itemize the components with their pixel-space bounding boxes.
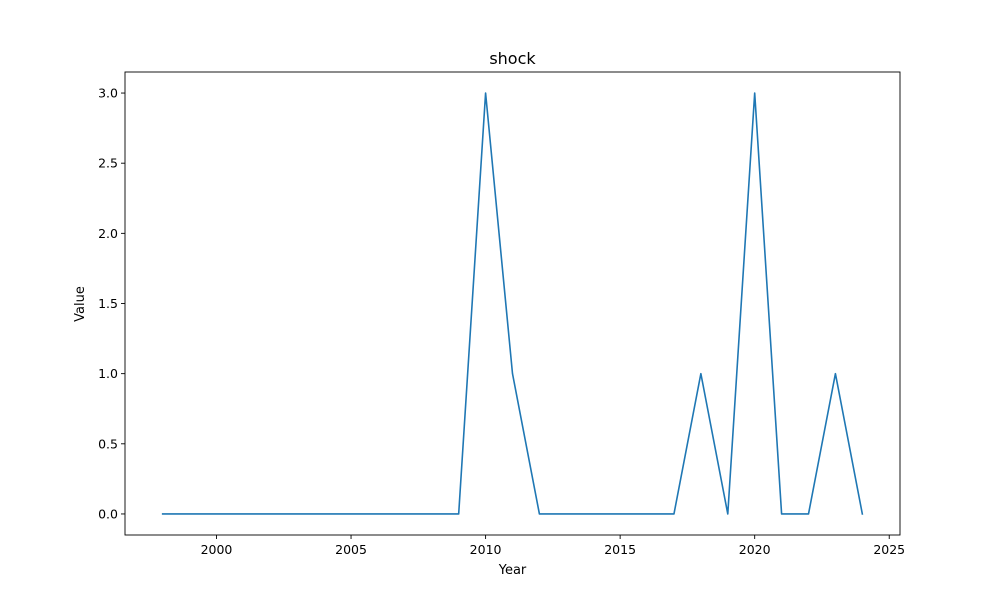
x-axis-label: Year <box>498 563 527 578</box>
y-tick-label: 2.0 <box>98 226 118 241</box>
x-tick-label: 2010 <box>470 542 502 557</box>
y-tick-label: 2.5 <box>98 156 118 171</box>
chart-title: shock <box>489 49 536 68</box>
plot-area: 2000 2005 2010 2015 2020 2025 0.0 0.5 1.0 1.5 2.0 2… <box>98 71 905 557</box>
x-tick-label: 2020 <box>739 542 771 557</box>
y-tick-label: 3.0 <box>98 86 118 101</box>
x-tick-label: 2025 <box>873 542 905 557</box>
y-tick-label: 0.5 <box>98 436 118 451</box>
y-axis-label: Value <box>73 286 88 322</box>
series-line-0 <box>161 92 864 515</box>
x-tick-label: 2000 <box>201 542 233 557</box>
x-tick-label: 2015 <box>604 542 636 557</box>
x-tick-label: 2005 <box>335 542 367 557</box>
y-tick-label: 0.0 <box>98 506 118 521</box>
y-tick-label: 1.5 <box>98 296 118 311</box>
y-tick-label: 1.0 <box>98 366 118 381</box>
